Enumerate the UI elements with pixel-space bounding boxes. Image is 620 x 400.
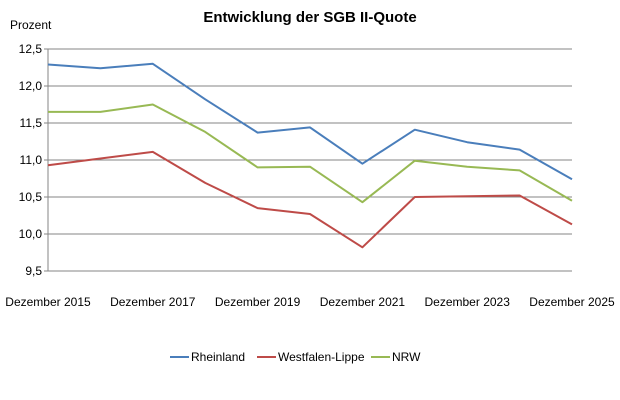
- series-line-rheinland: [47, 62, 573, 181]
- y-axis-ticks: 12,5 12,0 11,5 11,0 10,5 10,0 9,5: [19, 42, 48, 278]
- y-tick-label: 9,5: [25, 264, 42, 278]
- x-axis-ticks: Dezember 2015 Dezember 2017 Dezember 2019 D…: [5, 295, 615, 309]
- x-tick-label: Dezember 2021: [320, 295, 406, 309]
- chart-title: Entwicklung der SGB II-Quote: [203, 9, 416, 26]
- series-lines: [47, 62, 573, 249]
- series-line-westfalen-lippe: [47, 150, 573, 249]
- x-tick-label: Dezember 2023: [425, 295, 511, 309]
- legend-label: Rheinland: [191, 350, 245, 364]
- legend-label: NRW: [392, 350, 421, 364]
- y-tick-label: 10,0: [19, 227, 43, 241]
- legend-label: Westfalen-Lippe: [278, 350, 365, 364]
- y-tick-label: 11,0: [20, 153, 43, 167]
- x-tick-label: Dezember 2017: [110, 295, 196, 309]
- y-tick-label: 10,5: [19, 190, 43, 204]
- y-axis-unit-label: Prozent: [10, 18, 52, 32]
- y-tick-label: 12,0: [19, 79, 43, 93]
- x-tick-label: Dezember 2019: [215, 295, 301, 309]
- x-tick-label: Dezember 2025: [529, 295, 615, 309]
- y-tick-label: 11,5: [20, 116, 43, 130]
- series-line-nrw: [48, 103, 573, 204]
- legend: Rheinland Westfalen-Lippe NRW: [170, 350, 421, 364]
- y-tick-label: 12,5: [19, 42, 43, 56]
- x-tick-label: Dezember 2015: [5, 295, 91, 309]
- grid-lines: [47, 48, 572, 272]
